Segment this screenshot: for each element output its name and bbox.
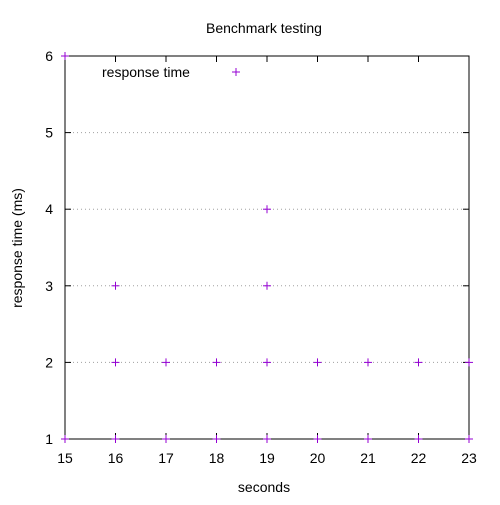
y-tick-label-1: 1 bbox=[45, 431, 53, 447]
data-point-0-5 bbox=[162, 435, 170, 443]
chart-title: Benchmark testing bbox=[206, 20, 322, 36]
data-points bbox=[61, 52, 473, 443]
plot-frame bbox=[64, 55, 470, 440]
y-tick-label-6: 6 bbox=[45, 48, 53, 64]
data-point-0-19 bbox=[465, 435, 473, 443]
x-tick-label-15: 15 bbox=[57, 450, 73, 466]
legend-label: response time bbox=[102, 64, 190, 80]
y-tick-label-3: 3 bbox=[45, 278, 53, 294]
data-point-0-4 bbox=[111, 281, 120, 290]
data-point-0-1 bbox=[61, 52, 69, 60]
data-point-0-6 bbox=[162, 358, 170, 367]
x-tick-label-22: 22 bbox=[411, 450, 427, 466]
legend: response time bbox=[102, 64, 240, 80]
grid-lines bbox=[65, 132, 469, 363]
y-tick-label-2: 2 bbox=[45, 354, 53, 370]
legend-marker bbox=[232, 68, 240, 76]
data-point-0-0 bbox=[61, 435, 69, 443]
data-point-0-8 bbox=[212, 358, 221, 367]
x-tick-label-20: 20 bbox=[310, 450, 326, 466]
axis-ticks bbox=[64, 55, 470, 440]
x-axis-label: seconds bbox=[238, 479, 290, 495]
data-point-0-12 bbox=[263, 205, 271, 214]
data-point-0-18 bbox=[414, 358, 423, 367]
data-point-0-15 bbox=[364, 435, 372, 443]
data-point-0-14 bbox=[313, 358, 322, 367]
data-point-0-16 bbox=[364, 358, 372, 367]
x-tick-label-23: 23 bbox=[461, 450, 477, 466]
legend-marker-symbol bbox=[232, 68, 240, 76]
y-axis-label: response time (ms) bbox=[9, 188, 25, 308]
data-point-0-17 bbox=[414, 435, 423, 443]
data-point-0-20 bbox=[465, 358, 473, 367]
x-tick-label-19: 19 bbox=[259, 450, 275, 466]
data-point-0-9 bbox=[263, 435, 271, 443]
data-point-0-7 bbox=[212, 435, 221, 443]
x-tick-label-17: 17 bbox=[158, 450, 174, 466]
y-tick-label-4: 4 bbox=[45, 201, 53, 217]
y-tick-label-5: 5 bbox=[45, 125, 53, 141]
x-tick-label-16: 16 bbox=[108, 450, 124, 466]
data-point-0-2 bbox=[111, 435, 120, 443]
data-point-0-3 bbox=[111, 358, 120, 367]
x-tick-label-18: 18 bbox=[209, 450, 225, 466]
data-point-0-11 bbox=[263, 281, 271, 290]
x-tick-label-21: 21 bbox=[360, 450, 376, 466]
data-point-0-13 bbox=[313, 435, 322, 443]
data-point-0-10 bbox=[263, 358, 271, 367]
